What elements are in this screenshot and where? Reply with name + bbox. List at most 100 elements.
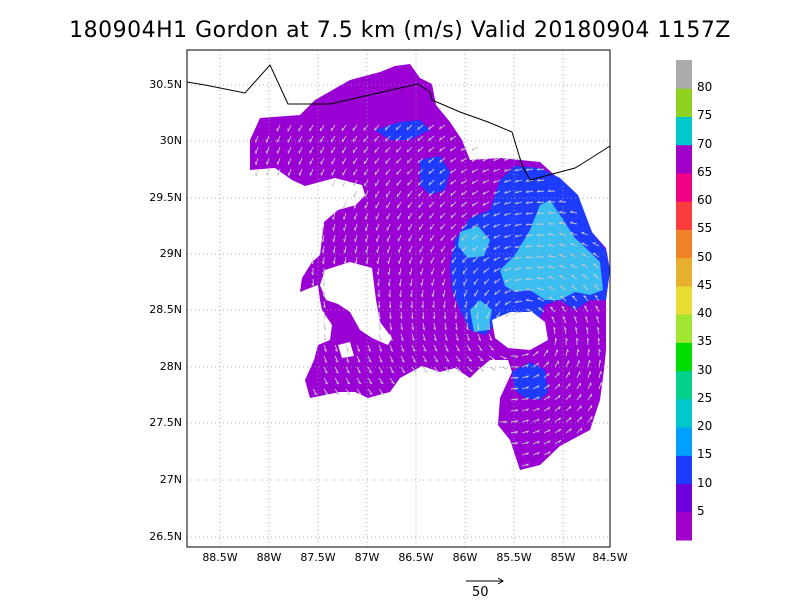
wind-arrow (485, 300, 490, 308)
wind-arrow-head (547, 361, 549, 365)
wind-arrow (504, 201, 512, 205)
wind-arrow (411, 333, 415, 341)
wind-arrow (451, 256, 457, 264)
wind-arrow (397, 234, 402, 242)
wind-arrow-head (398, 271, 401, 276)
wind-arrow (471, 146, 479, 151)
wind-arrow-head (548, 429, 551, 433)
wind-arrow-head (265, 161, 268, 165)
wind-arrow-head (409, 271, 411, 275)
wind-arrow (277, 146, 281, 154)
wind-arrow (482, 212, 490, 218)
reference-vector (466, 577, 504, 585)
wind-arrow-head (467, 338, 470, 341)
wind-arrow (385, 146, 391, 153)
wind-arrow (483, 245, 490, 251)
wind-arrow-head (482, 236, 486, 240)
wind-arrow (554, 394, 561, 401)
wind-arrow (353, 190, 358, 198)
wind-arrow (477, 366, 485, 372)
wind-arrow-head (343, 227, 345, 231)
wind-arrow-head (526, 353, 529, 356)
wind-arrow-head (411, 338, 415, 341)
wind-arrow-head (505, 313, 508, 317)
wind-arrow-head (588, 348, 591, 352)
wind-arrow (450, 135, 457, 141)
wind-arrow-head (536, 362, 540, 366)
wind-arrow-head (420, 282, 423, 287)
wind-arrow (344, 245, 347, 253)
wind-region-mid-south (512, 362, 548, 400)
wind-arrow (493, 179, 501, 184)
wind-arrow-head (417, 126, 420, 130)
wind-arrow-head (439, 181, 442, 185)
latitude-label: 30N (159, 134, 182, 147)
wind-arrow (548, 276, 556, 280)
wind-arrow (387, 245, 391, 253)
wind-arrow (374, 157, 380, 165)
wind-arrow-head (536, 265, 540, 268)
wind-arrow (255, 135, 259, 143)
latitude-label: 28N (159, 360, 182, 373)
wind-arrow (463, 278, 468, 286)
wind-arrow (408, 223, 413, 231)
wind-arrow (444, 344, 449, 352)
wind-arrow (543, 372, 550, 379)
wind-arrow (309, 146, 314, 154)
wind-arrow-head (353, 227, 356, 231)
wind-arrow (343, 201, 347, 209)
wind-arrow-head (342, 216, 345, 220)
wind-arrow (429, 190, 435, 197)
wind-arrow (408, 234, 413, 242)
wind-arrow (396, 179, 402, 187)
wind-arrow (559, 275, 567, 280)
wind-arrow-head (449, 148, 453, 152)
wind-arrow (472, 201, 479, 207)
wind-arrow (444, 333, 448, 341)
wind-arrow (378, 377, 384, 384)
wind-arrow-head (482, 158, 485, 162)
wind-arrow (554, 337, 557, 346)
wind-arrow-head (525, 255, 529, 259)
wind-arrow-head (564, 326, 567, 330)
wind-arrow-head (396, 160, 398, 164)
wind-arrow (439, 201, 446, 208)
colorbar-label: 20 (697, 419, 713, 434)
wind-arrow (473, 267, 479, 274)
wind-arrow (345, 355, 350, 363)
wind-arrow (543, 440, 551, 445)
wind-arrow (587, 404, 593, 412)
wind-arrow (341, 124, 347, 132)
wind-arrow (537, 277, 545, 280)
wind-arrow-head (364, 227, 367, 231)
wind-arrow-head (494, 291, 497, 295)
wind-arrow-head (430, 271, 433, 275)
wind-arrow-head (453, 305, 456, 309)
wind-arrow (472, 223, 479, 229)
wind-arrow-head (504, 224, 507, 227)
wind-arrow (331, 168, 336, 176)
wind-arrow-head (471, 191, 474, 196)
wind-arrow-head (343, 238, 346, 243)
wind-arrow-head (439, 137, 442, 141)
wind-arrow (526, 168, 534, 171)
wind-arrow (570, 232, 578, 236)
wind-arrow (450, 179, 457, 185)
wind-arrow (433, 322, 436, 330)
wind-arrow-head (311, 283, 314, 287)
wind-arrow-head (483, 281, 486, 285)
wind-arrow-head (396, 149, 398, 153)
wind-arrow-head (365, 249, 368, 254)
wind-arrow-head (287, 172, 290, 176)
wind-arrow-head (569, 417, 572, 421)
wind-arrow (323, 322, 327, 330)
wind-arrow-head (548, 406, 551, 411)
wind-arrow (389, 344, 394, 352)
wind-arrow (366, 245, 369, 253)
wind-arrow (504, 234, 512, 239)
wind-arrow (504, 179, 512, 183)
wind-arrow-head (313, 393, 318, 396)
wind-arrow-head (493, 169, 496, 173)
wind-arrow-head (461, 225, 464, 229)
wind-arrow-head (526, 408, 529, 412)
